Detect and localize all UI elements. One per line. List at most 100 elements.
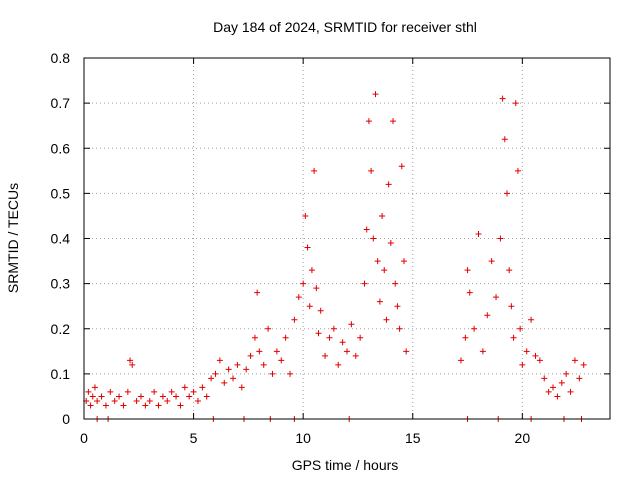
data-point xyxy=(269,370,276,377)
data-point xyxy=(256,348,263,355)
data-point xyxy=(302,212,309,219)
data-point xyxy=(381,267,388,274)
data-point xyxy=(466,289,473,296)
data-point xyxy=(311,167,318,174)
data-point xyxy=(510,334,517,341)
data-point xyxy=(282,334,289,341)
data-point xyxy=(330,325,337,332)
data-point xyxy=(517,325,524,332)
data-point xyxy=(291,316,298,323)
data-point xyxy=(385,181,392,188)
data-point xyxy=(116,393,123,400)
data-point xyxy=(317,307,324,314)
y-tick-label: 0 xyxy=(62,411,70,427)
data-point xyxy=(512,100,519,107)
data-point xyxy=(479,348,486,355)
data-point xyxy=(107,388,114,395)
data-point xyxy=(379,212,386,219)
data-point xyxy=(363,226,370,233)
data-point xyxy=(493,294,500,301)
data-point xyxy=(357,334,364,341)
data-point xyxy=(308,267,315,274)
data-point xyxy=(304,244,311,251)
data-point xyxy=(260,361,267,368)
data-point xyxy=(91,384,98,391)
data-point xyxy=(164,397,171,404)
data-point xyxy=(247,352,254,359)
data-point xyxy=(368,167,375,174)
data-point xyxy=(225,366,232,373)
axis-ticks: 0 5 10 15 20 0 0.1 0.2 0.3 0.4 0.5 0.6 0.7 0.8 xyxy=(51,50,610,446)
y-tick-label: 0.3 xyxy=(51,276,71,292)
grid xyxy=(84,58,610,419)
data-point xyxy=(127,357,134,364)
data-point xyxy=(212,370,219,377)
data-point xyxy=(216,357,223,364)
data-point xyxy=(295,294,302,301)
data-point xyxy=(111,397,118,404)
data-point xyxy=(234,361,241,368)
data-point xyxy=(173,393,180,400)
x-tick-label: 0 xyxy=(80,430,88,446)
data-point xyxy=(181,384,188,391)
data-point xyxy=(514,167,521,174)
data-point xyxy=(571,357,578,364)
data-point xyxy=(400,258,407,265)
x-tick-label: 10 xyxy=(295,430,311,446)
data-point xyxy=(376,298,383,305)
data-point xyxy=(550,384,557,391)
y-axis-label: SRMTID / TECUs xyxy=(5,183,21,293)
data-point xyxy=(457,357,464,364)
data-point xyxy=(499,95,506,102)
data-point xyxy=(87,402,94,409)
data-point xyxy=(120,402,127,409)
data-point xyxy=(243,366,250,373)
data-point xyxy=(315,330,322,337)
data-point xyxy=(396,325,403,332)
data-point xyxy=(98,393,105,400)
data-point xyxy=(194,397,201,404)
data-point xyxy=(190,388,197,395)
data-point xyxy=(370,235,377,242)
data-point xyxy=(251,334,258,341)
data-point xyxy=(488,258,495,265)
y-tick-label: 0.6 xyxy=(51,140,71,156)
data-point xyxy=(306,303,313,310)
data-point xyxy=(497,235,504,242)
x-tick-label: 20 xyxy=(515,430,531,446)
data-point xyxy=(390,118,397,125)
data-point xyxy=(85,388,92,395)
chart-title: Day 184 of 2024, SRMTID for receiver sth… xyxy=(213,19,477,35)
data-point xyxy=(484,312,491,319)
data-points xyxy=(83,91,587,422)
data-point xyxy=(464,267,471,274)
data-point xyxy=(265,325,272,332)
data-point xyxy=(394,303,401,310)
data-point xyxy=(532,352,539,359)
data-point xyxy=(287,370,294,377)
data-point xyxy=(254,289,261,296)
data-point xyxy=(536,357,543,364)
data-point xyxy=(471,325,478,332)
data-point xyxy=(168,388,175,395)
data-point xyxy=(344,348,350,355)
data-point xyxy=(580,361,587,368)
plot-frame xyxy=(83,57,611,420)
data-point xyxy=(137,393,144,400)
data-point xyxy=(322,352,329,359)
data-point xyxy=(326,334,333,341)
data-point xyxy=(230,375,237,382)
data-point xyxy=(313,285,320,292)
data-point xyxy=(278,357,285,364)
data-point xyxy=(348,321,355,328)
data-point xyxy=(383,316,390,323)
data-point xyxy=(339,339,346,346)
y-tick-label: 0.2 xyxy=(51,321,71,337)
data-point xyxy=(177,402,184,409)
x-axis-label: GPS time / hours xyxy=(292,457,399,473)
data-point xyxy=(372,91,379,98)
data-point xyxy=(558,379,565,386)
data-point xyxy=(519,361,526,368)
y-tick-label: 0.1 xyxy=(51,366,71,382)
